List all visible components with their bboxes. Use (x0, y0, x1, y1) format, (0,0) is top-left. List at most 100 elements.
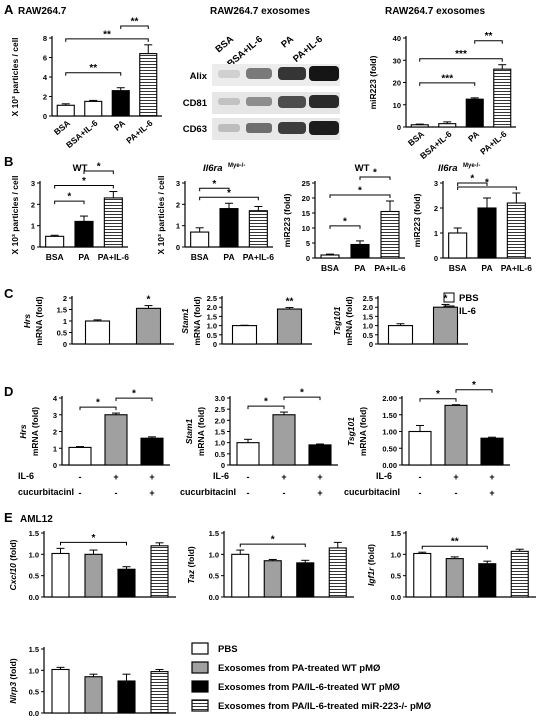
il6-sign: + (281, 472, 286, 482)
chart-e4: 0.0 0.5 1.0 1.5 Nlrp3 (fold) (8, 645, 176, 718)
bar (328, 547, 347, 598)
significance-label: * (227, 188, 231, 199)
y-axis-label: Nlrp3 (fold) (8, 658, 18, 704)
y-tick-label: 0 (43, 112, 47, 121)
y-tick-label: 0 (31, 243, 35, 252)
chart-b3: 0 5 10 15 20 25 miR223 (fold) BSA PA PA+IL-6 * * * (282, 168, 406, 274)
y-axis-gene: Cxcl10 (8, 561, 18, 591)
il6-sign: + (453, 472, 458, 482)
bar (444, 404, 468, 466)
cuc-sign: + (489, 488, 494, 498)
blot-band (218, 70, 240, 78)
chart-e2: 0.0 0.5 1.0 1.5 Taz (fold) * (186, 529, 354, 602)
blot-lane-label: PA (279, 34, 296, 51)
significance-label: ** (103, 29, 111, 40)
x-tick-label: PA+IL-6 (374, 263, 406, 273)
chart-d1: 0 1 2 3 4 Hrs mRNA (fold) - + + - - + * * (18, 389, 170, 498)
cuc-sign: - (115, 488, 118, 498)
y-tick-label: 0.5 (391, 572, 401, 581)
x-tick-label: PA (466, 129, 481, 144)
blot-band (309, 121, 339, 135)
blot-strip-alix (212, 64, 340, 86)
bar (117, 680, 136, 714)
significance-label: * (82, 176, 86, 187)
e-legend-label-4: Exosomes from PA/IL-6-treated miR-223-/-… (218, 701, 431, 712)
d2-cuc-label: cucurbitacinI (180, 487, 236, 497)
y-axis-label: X 10³ particles / cell (156, 176, 166, 255)
bar (117, 568, 136, 598)
il6-sign: + (489, 472, 494, 482)
y-tick-label: 2.5 (207, 294, 217, 303)
x-tick-label: PA (78, 252, 89, 262)
svg-text:Il6ra: Il6ra (438, 163, 458, 174)
y-tick-label: 1.5 (363, 312, 373, 321)
bar (350, 243, 370, 259)
bar (84, 100, 103, 117)
significance-label: *** (455, 49, 467, 60)
y-tick-label: 1.5 (215, 428, 225, 437)
svg-text:Il6ra: Il6ra (203, 163, 223, 174)
cuc-sign: + (149, 488, 154, 498)
charts-layer: 0 2 4 6 8 X 10³ particles / cell BSA BSA + IL-6 PA… (8, 17, 536, 718)
y-tick-label: 1.0 (209, 550, 219, 559)
y-tick-label: 20 (393, 79, 401, 88)
y-tick-label: 0 (306, 254, 310, 263)
y-tick-label: 10 (302, 224, 310, 233)
significance-label: * (212, 179, 216, 190)
significance-bracket (60, 541, 127, 546)
y-tick-label: 0.5 (57, 329, 67, 338)
significance-label: * (373, 168, 377, 179)
bar (135, 307, 162, 345)
blot-row-label-alix: Alix (190, 71, 208, 82)
significance-bracket (65, 72, 122, 76)
y-tick-label: 1.00 (382, 428, 397, 437)
significance-bracket (120, 25, 149, 29)
significance-bracket (455, 389, 493, 393)
significance-label: * (264, 397, 268, 408)
bar (68, 446, 92, 466)
x-tick-label: PA+IL-6 (501, 263, 533, 273)
blot-lane-label: PA+IL-6 (291, 34, 325, 65)
y-axis-gene: Stam1 (184, 418, 194, 444)
bar (84, 320, 111, 345)
panel-letter-d: D (4, 384, 13, 399)
significance-bracket (199, 196, 259, 201)
e-legend-swatch-pa (191, 661, 209, 674)
d-treatment-table: IL-6 cucurbitacinI IL-6 cucurbitacinI IL… (18, 471, 400, 497)
significance-label: ** (131, 17, 139, 28)
panel-letter-e: E (4, 510, 13, 525)
y-tick-label: 2.5 (363, 294, 373, 303)
significance-label: ** (451, 537, 459, 548)
y-tick-label: 1 (63, 317, 67, 326)
y-axis-label: mRNA (fold) (344, 296, 354, 345)
blot-band (246, 97, 272, 106)
bar (276, 308, 303, 345)
bar (84, 676, 103, 714)
y-tick-label: 0 (63, 340, 67, 349)
bar (84, 553, 103, 598)
cuc-sign: - (419, 488, 422, 498)
y-tick-label: 1.5 (29, 529, 39, 538)
significance-label: *** (441, 73, 453, 84)
significance-label: * (147, 295, 151, 306)
bar (413, 552, 432, 598)
y-axis-label: mRNA (fold) (34, 296, 44, 345)
blot-band (278, 67, 306, 80)
significance-bracket (239, 543, 306, 548)
bar (150, 545, 169, 598)
y-tick-label: 20 (302, 194, 310, 203)
bar (140, 437, 164, 466)
bar (477, 207, 497, 259)
x-tick-label: BSA (46, 252, 64, 262)
significance-label: * (92, 533, 96, 544)
b-title-4: Il6ra Mye-/- (438, 163, 480, 174)
bar (51, 668, 70, 714)
y-tick-label: 0.5 (29, 688, 39, 697)
chart-b1: 0 1 2 3 X 10³ particles / cell BSA PA PA+IL-6 * *… (10, 162, 129, 263)
significance-bracket (419, 82, 476, 86)
blot-band (246, 68, 272, 79)
y-tick-label: 1.50 (382, 411, 397, 420)
mir-title: RAW264.7 exosomes (385, 6, 485, 17)
y-axis-gene: Tsg101 (346, 417, 356, 446)
